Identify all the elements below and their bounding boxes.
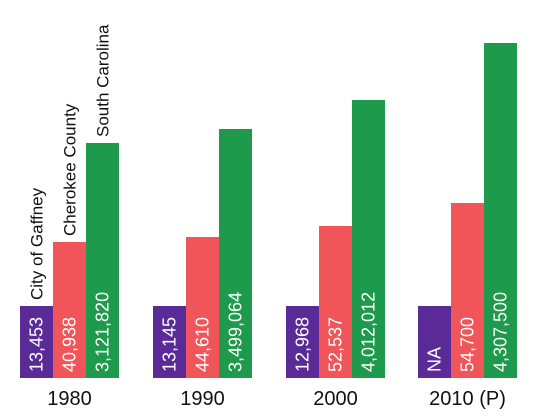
bar-city-of-gaffney-1990 xyxy=(153,306,186,378)
bar-value-label: 52,537 xyxy=(326,317,346,372)
bar-cherokee-county-1980 xyxy=(53,242,86,378)
bar-value-label: 13,145 xyxy=(160,317,180,372)
bar-value-label: NA xyxy=(425,347,445,372)
bar-cherokee-county-2010P xyxy=(451,203,484,378)
bar-city-of-gaffney-1980 xyxy=(20,306,53,378)
bar-cherokee-county-1990 xyxy=(186,237,219,378)
bar-south-carolina-2000 xyxy=(352,100,385,378)
category-label: 1990 xyxy=(180,388,225,410)
bar-value-label: 4,307,500 xyxy=(491,292,511,372)
bar-south-carolina-1980 xyxy=(86,143,119,378)
bar-value-label: 40,938 xyxy=(60,317,80,372)
series-label-south-carolina: South Carolina xyxy=(94,24,113,137)
series-label-city-of-gaffney: City of Gaffney xyxy=(28,187,47,300)
bar-value-label: 3,499,064 xyxy=(226,292,246,372)
series-label-cherokee-county: Cherokee County xyxy=(61,103,80,236)
bar-value-label: 54,700 xyxy=(458,317,478,372)
bar-south-carolina-2010P xyxy=(484,43,517,378)
bar-value-label: 12,968 xyxy=(293,317,313,372)
bar-cherokee-county-2000 xyxy=(319,226,352,378)
bar-city-of-gaffney-2000 xyxy=(286,306,319,378)
bar-value-label: 44,610 xyxy=(193,317,213,372)
bar-value-label: 4,012,012 xyxy=(359,292,379,372)
bar-value-label: 3,121,820 xyxy=(93,292,113,372)
bar-south-carolina-1990 xyxy=(219,129,252,378)
category-label: 1980 xyxy=(47,388,92,410)
bar-value-label: 13,453 xyxy=(27,317,47,372)
category-label: 2010 (P) xyxy=(429,388,506,410)
bar-city-of-gaffney-2010P xyxy=(418,306,451,378)
category-label: 2000 xyxy=(313,388,358,410)
